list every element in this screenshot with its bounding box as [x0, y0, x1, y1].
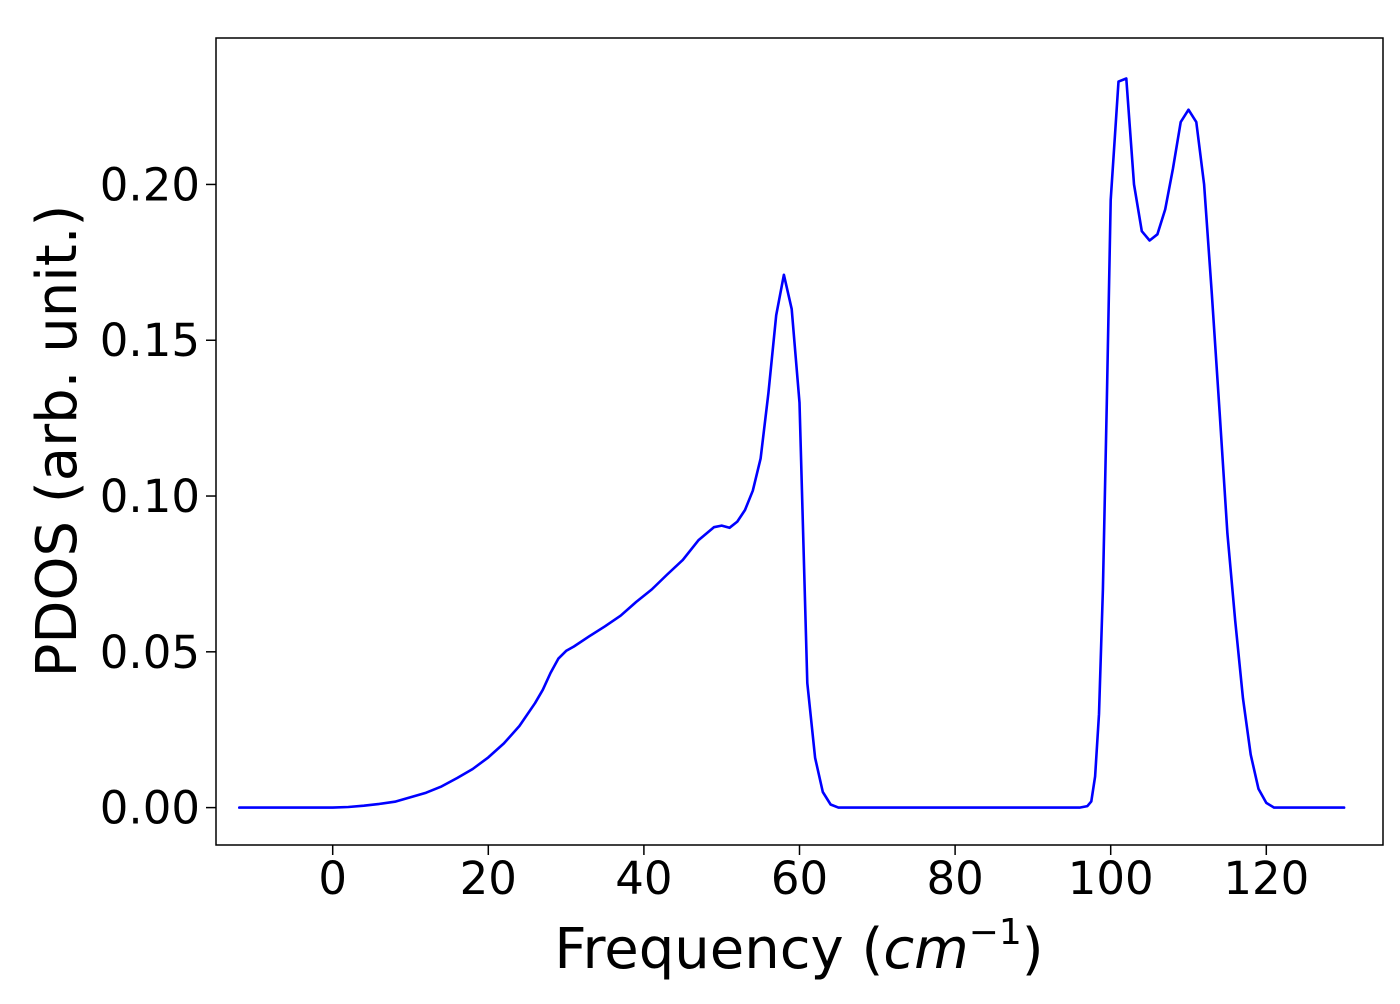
y-tick-label: 0.00 [100, 782, 200, 835]
y-tick-label: 0.05 [100, 626, 200, 679]
x-tick-label: 20 [460, 852, 517, 905]
y-tick-label: 0.15 [100, 314, 200, 367]
x-tick-label: 40 [615, 852, 672, 905]
plot-frame [215, 37, 1384, 846]
x-axis-label: Frequency (cm−1) [554, 912, 1043, 982]
y-tick-label: 0.10 [100, 470, 200, 523]
x-tick-label: 80 [926, 852, 983, 905]
x-tick-label: 120 [1223, 852, 1309, 905]
x-axis-label-suffix: ) [1022, 917, 1044, 982]
x-tick-label: 60 [771, 852, 828, 905]
series-group [238, 77, 1346, 809]
x-axis-label-unit: cm [883, 917, 968, 982]
x-tick-label: 0 [318, 852, 347, 905]
x-axis-label-prefix: Frequency ( [554, 917, 883, 982]
y-axis-label: PDOS (arb. unit.) [25, 205, 90, 678]
x-tick-label: 100 [1068, 852, 1154, 905]
x-axis-label-exponent: −1 [969, 912, 1022, 953]
pdos-series-line [238, 77, 1346, 809]
ticks-group: 0 20 40 60 80 100 120 0.00 0.05 0.10 0.15 0.20 [100, 158, 1309, 905]
y-tick-label: 0.20 [100, 158, 200, 211]
